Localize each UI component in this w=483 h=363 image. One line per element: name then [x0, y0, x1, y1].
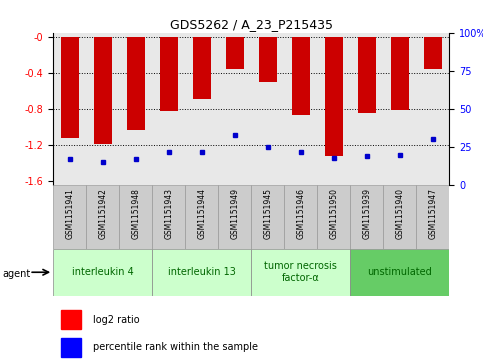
Text: GSM1151949: GSM1151949	[230, 188, 239, 239]
Bar	[317, 185, 350, 249]
Bar	[152, 249, 251, 296]
Text: interleukin 13: interleukin 13	[168, 267, 236, 277]
Bar	[218, 185, 251, 249]
Bar	[185, 185, 218, 249]
Bar	[94, 37, 112, 144]
Text: tumor necrosis
factor-α: tumor necrosis factor-α	[264, 261, 337, 283]
Text: percentile rank within the sample: percentile rank within the sample	[93, 342, 258, 352]
Bar	[292, 37, 310, 115]
Text: GSM1151947: GSM1151947	[428, 188, 437, 239]
Bar	[159, 37, 178, 111]
Bar	[350, 249, 449, 296]
Bar	[251, 249, 350, 296]
Text: GSM1151948: GSM1151948	[131, 188, 140, 239]
Text: GSM1151940: GSM1151940	[395, 188, 404, 239]
Bar	[258, 37, 277, 82]
Bar	[357, 37, 376, 113]
Bar	[119, 185, 152, 249]
Bar	[193, 37, 211, 99]
Bar	[325, 37, 343, 156]
Bar	[391, 37, 409, 110]
Bar	[127, 37, 145, 130]
Bar	[424, 37, 442, 69]
Bar	[152, 185, 185, 249]
Bar	[350, 185, 383, 249]
Bar	[383, 185, 416, 249]
Title: GDS5262 / A_23_P215435: GDS5262 / A_23_P215435	[170, 19, 333, 32]
Text: GSM1151950: GSM1151950	[329, 188, 338, 239]
Text: GSM1151942: GSM1151942	[98, 188, 107, 239]
Bar	[53, 249, 152, 296]
Bar	[86, 185, 119, 249]
Bar	[226, 37, 244, 69]
Text: agent: agent	[2, 269, 30, 279]
Text: GSM1151946: GSM1151946	[296, 188, 305, 239]
Bar	[251, 185, 284, 249]
Bar	[53, 185, 86, 249]
Text: GSM1151939: GSM1151939	[362, 188, 371, 239]
Text: interleukin 4: interleukin 4	[72, 267, 133, 277]
Text: GSM1151943: GSM1151943	[164, 188, 173, 239]
Bar	[60, 37, 79, 139]
Text: unstimulated: unstimulated	[367, 267, 432, 277]
Bar	[61, 338, 81, 356]
Bar	[284, 185, 317, 249]
Bar	[61, 310, 81, 330]
Text: log2 ratio: log2 ratio	[93, 315, 140, 325]
Text: GSM1151945: GSM1151945	[263, 188, 272, 239]
Text: GSM1151941: GSM1151941	[65, 188, 74, 239]
Text: GSM1151944: GSM1151944	[197, 188, 206, 239]
Bar	[416, 185, 449, 249]
